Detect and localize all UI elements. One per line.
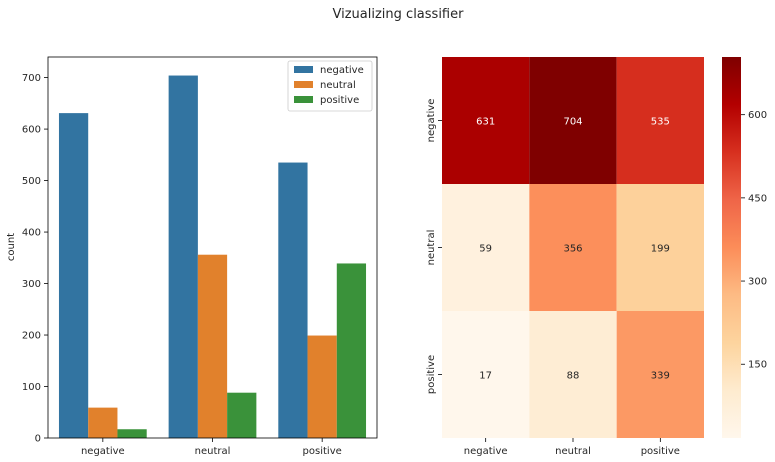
legend-swatch-neutral [294,81,313,88]
heatmap-cell [529,57,617,184]
heatmap-cell-value: 59 [479,244,492,255]
heatmap-row-labels: negative neutral positive [426,99,442,394]
heatmap-cell [442,57,530,184]
bar-x-tick-label: positive [303,446,342,457]
colorbar-tick-label: 450 [748,193,767,204]
heatmap-column-label: neutral [555,446,591,457]
colorbar-tick-label: 150 [748,360,767,371]
bar-negative-neutral [168,75,198,439]
legend-label-negative: negative [320,65,364,76]
colorbar: 150 300 450 600 [722,57,767,438]
legend-swatch-negative [294,66,313,73]
figure-title: Vizualizing classifier [333,7,465,22]
bar-plot-frame [47,56,378,439]
heatmap-column-labels: negative neutral positive [464,438,680,457]
legend-label-positive: positive [320,95,359,106]
bar-y-tick-label: 600 [22,125,41,136]
colorbar-gradient [722,57,741,438]
heatmap-cell [442,311,530,438]
heatmap-cell-value: 339 [651,371,670,382]
heatmap-column-label: negative [464,446,508,457]
bar-y-tick-label: 400 [22,228,41,239]
bar-y-tick-label: 300 [22,279,41,290]
heatmap-cell-value: 631 [476,117,495,128]
bar-y-tick-label: 0 [35,434,41,445]
bar-positive-positive [336,263,367,438]
bar-neutral-positive [307,335,337,438]
bar-positive-negative [117,429,147,438]
bar-negative-positive [278,162,308,438]
heatmap-column-label: positive [641,446,680,457]
bar-chart: 0 100 200 300 400 500 600 700 negative neutral po… [6,56,378,457]
bar-neutral-negative [88,407,118,438]
colorbar-ticks: 150 300 450 600 [741,110,767,371]
heatmap-cell [616,184,704,311]
heatmap-cell-value: 704 [563,117,582,128]
colorbar-tick-label: 600 [748,110,767,121]
bar-y-axis-label: count [6,233,17,261]
bar-negative-negative [58,113,89,438]
heatmap-row-label: positive [426,355,437,394]
bar-x-tick-label: neutral [195,446,231,457]
colorbar-tick-label: 300 [748,277,767,288]
heatmap-cell [529,184,617,311]
bar-x-ticks: negative neutral positive [81,438,342,457]
bar-y-tick-label: 500 [22,176,41,187]
heatmap-cell-value: 356 [563,244,582,255]
heatmap-row-label: neutral [426,230,437,266]
bar-bars [58,75,367,439]
heatmap-cell [442,184,530,311]
heatmap-cell [616,57,704,184]
bar-x-tick-label: negative [81,446,125,457]
bar-y-tick-label: 200 [22,331,41,342]
bar-y-ticks: 0 100 200 300 400 500 600 700 [22,73,48,445]
bar-positive-neutral [227,392,257,438]
legend-swatch-positive [294,96,313,103]
legend-label-neutral: neutral [320,80,356,91]
heatmap-cell-value: 88 [567,371,580,382]
bar-neutral-neutral [197,254,228,438]
heatmap: 631 704 535 59 356 199 17 88 339 negative neutral… [426,57,767,457]
heatmap-cell [529,311,617,438]
heatmap-cell-value: 199 [651,244,670,255]
heatmap-cells: 631 704 535 59 356 199 17 88 339 [442,57,704,438]
heatmap-row-label: negative [426,99,437,143]
bar-y-tick-label: 700 [22,73,41,84]
bar-legend: negative neutral positive [287,60,373,112]
bar-y-tick-label: 100 [22,382,41,393]
heatmap-cell-value: 17 [479,371,492,382]
heatmap-cell [616,311,704,438]
heatmap-cell-value: 535 [651,117,670,128]
